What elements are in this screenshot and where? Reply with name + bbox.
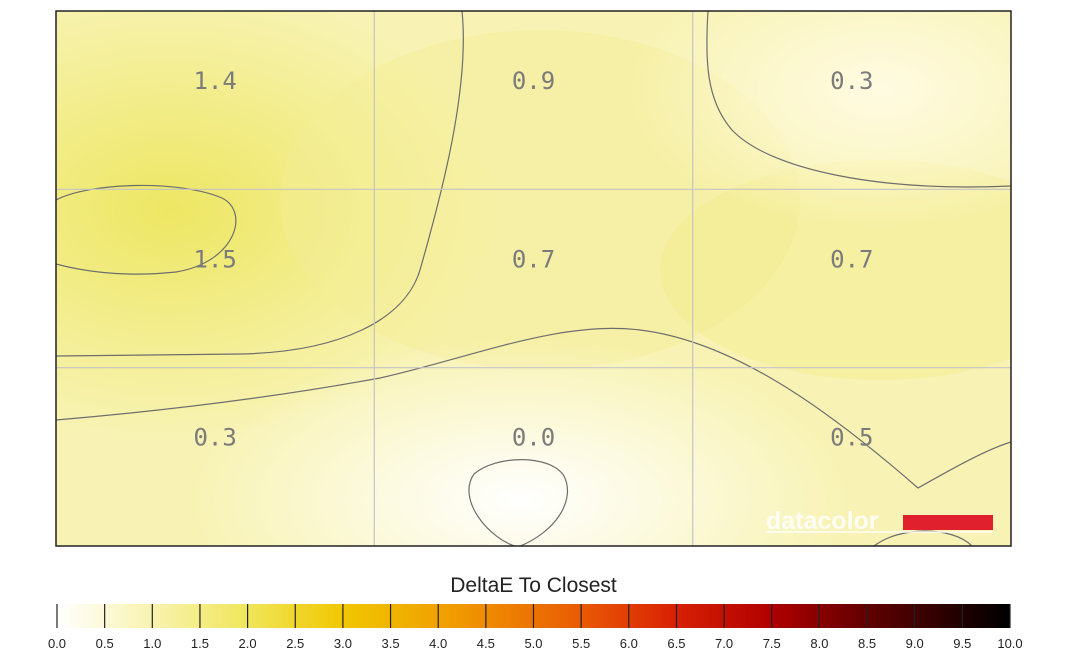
contour-left-outer: [56, 11, 464, 357]
colorbar-tick-label-9.0: 9.0: [906, 636, 924, 651]
contour-bottom-loop: [468, 459, 569, 546]
colorbar-tick-label-8.0: 8.0: [810, 636, 828, 651]
contour-left-inner: [56, 184, 237, 275]
cell-value-r1-c1: 1.4: [193, 67, 236, 95]
colorbar-tick-label-6.5: 6.5: [667, 636, 685, 651]
watermark-accent-bar: [903, 515, 993, 530]
colorbar-ticks: [56, 604, 1011, 628]
colorbar-tick-label-2.0: 2.0: [239, 636, 257, 651]
colorbar-tick-label-7.0: 7.0: [715, 636, 733, 651]
colorbar-tick-label-0.0: 0.0: [48, 636, 66, 651]
colorbar-tick-label-7.5: 7.5: [763, 636, 781, 651]
grid-lines: [56, 11, 1011, 546]
cell-value-r2-c1: 1.5: [193, 245, 236, 273]
heat-region-left: [56, 11, 500, 440]
cell-value-r3-c3: 0.5: [830, 424, 873, 452]
colorbar-tick-label-5.0: 5.0: [524, 636, 542, 651]
cell-value-r3-c1: 0.3: [193, 424, 236, 452]
contour-top-right: [706, 11, 1011, 188]
cell-value-r2-c3: 0.7: [830, 245, 873, 273]
cool-region-bottom: [190, 340, 850, 546]
colorbar-tick-label-3.5: 3.5: [382, 636, 400, 651]
colorbar-tick-label-6.0: 6.0: [620, 636, 638, 651]
cell-value-r3-c2: 0.0: [512, 424, 555, 452]
contour-middle: [56, 327, 1011, 489]
datacolor-watermark: datacolor: [766, 507, 993, 535]
colorbar-tick-label-1.5: 1.5: [191, 636, 209, 651]
colorbar-tick-label-4.5: 4.5: [477, 636, 495, 651]
contour-bottom-right: [873, 530, 973, 546]
colorbar-tick-label-10.0: 10.0: [997, 636, 1022, 651]
watermark-text: datacolor: [766, 507, 879, 535]
cell-value-r1-c2: 0.9: [512, 67, 555, 95]
colorbar-tick-label-8.5: 8.5: [858, 636, 876, 651]
colorbar-tick-label-4.0: 4.0: [429, 636, 447, 651]
colorbar-tick-label-5.5: 5.5: [572, 636, 590, 651]
colorbar-tick-label-1.0: 1.0: [143, 636, 161, 651]
contour-lines: [56, 11, 1011, 546]
colorbar-title: DeltaE To Closest: [450, 574, 617, 597]
cool-region-top-right: [630, 11, 1011, 230]
cell-value-labels: 1.4 0.9 0.3 1.5 0.7 0.7 0.3 0.0 0.5: [193, 67, 873, 452]
colorbar-tick-label-0.5: 0.5: [96, 636, 114, 651]
cell-value-r1-c3: 0.3: [830, 67, 873, 95]
colorbar-tick-label-9.5: 9.5: [953, 636, 971, 651]
colorbar-tick-label-3.0: 3.0: [334, 636, 352, 651]
colorbar-tick-labels: 0.0 0.5 1.0 1.5 2.0 2.5 3.0 3.5 4.0 4.5 5.0 5.5 6.0 6…: [48, 636, 1023, 651]
cell-value-r2-c2: 0.7: [512, 245, 555, 273]
colorbar-tick-label-2.5: 2.5: [286, 636, 304, 651]
plot-frame: [55, 10, 1012, 547]
